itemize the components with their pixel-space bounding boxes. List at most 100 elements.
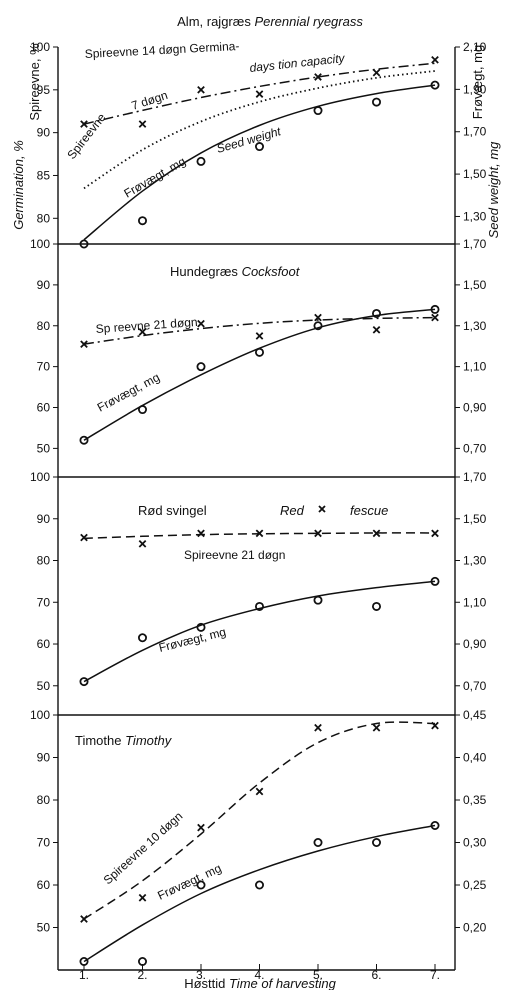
label-frovaegt-mg-2: Frøvægt, mg	[95, 370, 162, 415]
data-point-circle	[254, 601, 264, 611]
right-tick-label: 1,50	[463, 167, 487, 181]
label-frovaegt-mg-4: Frøvægt, mg	[155, 861, 223, 903]
data-point-cross	[431, 721, 439, 730]
x-tick-label: 3.	[196, 968, 206, 982]
data-point-cross	[314, 313, 322, 322]
data-point-cross	[138, 893, 147, 902]
left-tick-label: 90	[37, 278, 51, 292]
data-point-circle	[137, 405, 147, 415]
right-tick-label: 1,50	[463, 278, 487, 292]
series-line	[83, 721, 436, 920]
data-point-circle	[313, 838, 323, 848]
data-point-circle	[196, 880, 206, 890]
data-point-circle	[196, 362, 206, 372]
right-tick-label: 0,90	[463, 401, 487, 415]
left-axis-label-germination: Germination, %	[11, 140, 26, 230]
data-point-cross	[138, 120, 147, 128]
right-tick-label: 0,45	[463, 708, 487, 722]
left-tick-label: 90	[37, 512, 51, 526]
left-tick-label: 60	[37, 401, 51, 415]
left-tick-label: 60	[37, 637, 51, 651]
panel-title-cocksfoot: Hundegræs Cocksfoot	[170, 264, 301, 279]
left-tick-label: 50	[37, 679, 51, 693]
left-tick-label: 70	[37, 595, 51, 609]
right-tick-label: 1,50	[463, 512, 487, 526]
left-tick-label: 80	[37, 319, 51, 333]
left-tick-label: 90	[37, 751, 51, 765]
data-point-circle	[79, 957, 89, 967]
right-tick-label: 0,40	[463, 751, 487, 765]
data-point-circle	[371, 838, 381, 848]
data-point-cross	[255, 787, 264, 796]
right-tick-label: 1,70	[463, 470, 487, 484]
right-tick-label: 0,25	[463, 878, 487, 892]
left-tick-label: 50	[37, 921, 51, 935]
label-frovaegt-mg-1: Frøvægt, mg	[122, 154, 188, 200]
x-tick-label: 1.	[79, 968, 89, 982]
data-point-cross	[197, 319, 205, 328]
data-point-circle	[430, 821, 440, 831]
label-germination-days: days tion capacity	[249, 51, 346, 75]
data-point-cross	[138, 328, 147, 336]
data-point-cross	[138, 539, 147, 548]
series-line	[83, 824, 436, 963]
right-tick-label: 0,70	[463, 441, 487, 455]
left-tick-label: 80	[37, 554, 51, 568]
panel-red-fescue: Rød svingel Red fescue Spireevne 21 døgn…	[30, 470, 487, 715]
x-tick-label: 6.	[371, 968, 381, 982]
data-point-cross	[80, 120, 88, 128]
data-point-cross	[372, 723, 381, 732]
data-point-cross	[431, 313, 439, 322]
left-tick-label: 100	[30, 237, 50, 251]
series-line	[83, 70, 436, 190]
right-tick-label: 1,10	[463, 360, 487, 374]
data-point-cross	[372, 68, 381, 77]
data-point-cross	[255, 529, 264, 538]
data-point-circle	[254, 880, 264, 890]
right-axis-label-seed-weight: Seed weight, mg	[486, 141, 501, 239]
data-point-cross	[314, 529, 322, 538]
right-tick-label: 0,30	[463, 836, 487, 850]
series-line	[83, 84, 436, 241]
data-point-circle	[371, 308, 381, 318]
panel-title-timothy: Timothe Timothy	[75, 733, 173, 748]
right-tick-label: 0,70	[463, 679, 487, 693]
left-tick-label: 70	[37, 360, 51, 374]
right-tick-label: 2,10	[463, 40, 487, 54]
data-point-circle	[313, 321, 323, 331]
left-tick-label: 100	[30, 40, 50, 54]
data-point-circle	[371, 97, 381, 107]
panel-title-red-fescue-en: Red	[280, 503, 305, 518]
left-tick-label: 85	[37, 168, 51, 182]
label-frovaegt-mg-3: Frøvægt, mg	[157, 625, 227, 655]
left-tick-label: 70	[37, 836, 51, 850]
label-spireevne-14: Spireevne 14 døgn Germina-	[84, 39, 239, 61]
panel-perennial-ryegrass: Spireevne 14 døgn Germina- days tion cap…	[30, 39, 487, 249]
figure-title: Alm, rajgræs Perennial ryegrass	[177, 14, 363, 29]
x-tick-label: 5.	[313, 968, 323, 982]
label-spireevne-21: Spireevne 21 døgn	[184, 548, 285, 562]
data-point-circle	[137, 216, 147, 226]
data-point-circle	[430, 576, 440, 586]
right-tick-label: 1,70	[463, 125, 487, 139]
data-point-circle	[196, 622, 206, 632]
data-point-circle	[313, 106, 323, 116]
data-point-circle	[430, 80, 440, 90]
data-point-cross	[431, 529, 439, 538]
data-point-circle	[79, 677, 89, 687]
data-point-circle	[254, 142, 264, 152]
right-tick-label: 1,70	[463, 237, 487, 251]
data-point-circle	[196, 156, 206, 166]
data-point-cross	[314, 723, 322, 732]
left-tick-label: 90	[37, 126, 51, 140]
panel-title-red-fescue: Rød svingel	[138, 503, 207, 518]
right-tick-label: 0,35	[463, 793, 487, 807]
data-point-circle	[430, 304, 440, 314]
right-tick-label: 0,20	[463, 921, 487, 935]
left-tick-label: 50	[37, 441, 51, 455]
data-point-cross	[255, 332, 264, 340]
legend-cross-marker	[318, 505, 326, 513]
data-point-cross	[431, 56, 439, 64]
right-tick-label: 1,30	[463, 209, 487, 223]
